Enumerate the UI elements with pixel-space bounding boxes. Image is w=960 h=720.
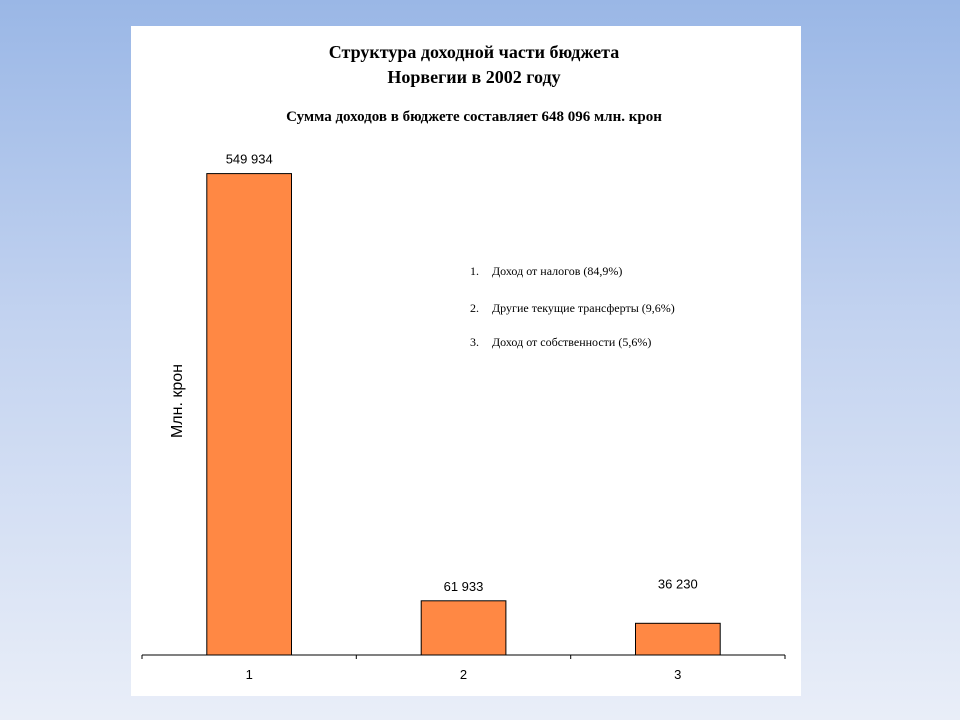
note-1-text: Доход от налогов (84,9%)	[492, 264, 622, 278]
chart-card: Структура доходной части бюджета Норвеги…	[131, 26, 801, 696]
note-3-number: 3.	[470, 335, 479, 349]
y-axis-label: Млн. крон	[169, 364, 186, 438]
bar-2	[420, 600, 507, 656]
bar-3	[635, 622, 721, 656]
note-2-text: Другие текущие трансферты (9,6%)	[492, 301, 675, 315]
data-label-3: 36 230	[658, 576, 698, 591]
bar-chart: Структура доходной части бюджета Норвеги…	[141, 42, 786, 682]
chart-subtitle: Сумма доходов в бюджете составляет 648 0…	[286, 109, 662, 125]
chart-title-line-2: Норвегии в 2002 году	[387, 67, 560, 87]
note-2-number: 2.	[470, 301, 479, 315]
bar-1	[206, 173, 292, 656]
legend-notes: 1. Доход от налогов (84,9%) 2. Другие те…	[470, 264, 675, 349]
bars-group	[206, 173, 721, 656]
note-1-number: 1.	[470, 264, 479, 278]
data-label-2: 61 933	[444, 579, 484, 594]
x-ticks-group: 1 2 3	[141, 655, 786, 682]
x-tick-label-3: 3	[674, 667, 681, 682]
note-3-text: Доход от собственности (5,6%)	[492, 335, 651, 349]
x-tick-label-1: 1	[246, 667, 253, 682]
x-tick-label-2: 2	[460, 667, 467, 682]
value-labels-group: 549 934 61 933 36 230	[226, 152, 698, 594]
data-label-1: 549 934	[226, 152, 273, 167]
chart-title-line-1: Структура доходной части бюджета	[329, 42, 619, 62]
